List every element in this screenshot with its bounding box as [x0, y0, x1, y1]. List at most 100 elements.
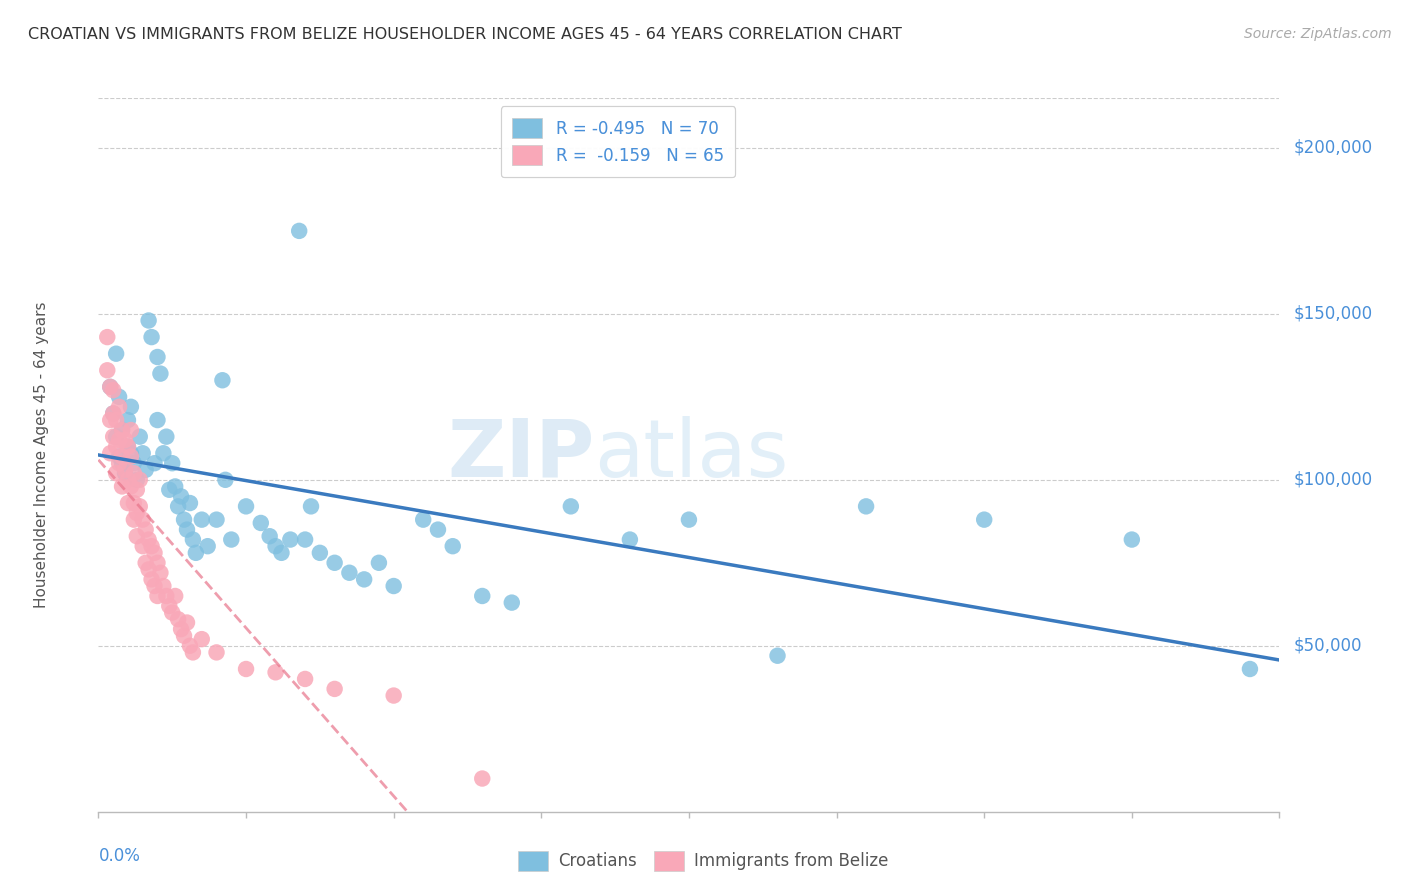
Point	[108, 450, 131, 464]
Point	[176, 523, 198, 537]
Point	[181, 533, 204, 547]
Point	[441, 539, 464, 553]
Point	[197, 539, 219, 553]
Point	[501, 596, 523, 610]
Point	[294, 533, 316, 547]
Point	[138, 562, 160, 576]
Point	[122, 456, 145, 470]
Point	[368, 556, 391, 570]
Point	[143, 546, 166, 560]
Point	[135, 523, 157, 537]
Point	[167, 500, 190, 514]
Point	[111, 423, 134, 437]
Point	[250, 516, 273, 530]
Point	[146, 413, 169, 427]
Point	[278, 533, 302, 547]
Point	[170, 490, 193, 504]
Point	[117, 496, 139, 510]
Point	[855, 500, 877, 514]
Point	[105, 466, 128, 480]
Point	[128, 430, 150, 444]
Point	[619, 533, 641, 547]
Point	[162, 456, 183, 470]
Point	[96, 363, 118, 377]
Point	[471, 772, 494, 786]
Point	[122, 496, 145, 510]
Point	[219, 533, 242, 547]
Point	[1121, 533, 1143, 547]
Point	[471, 589, 494, 603]
Point	[973, 513, 995, 527]
Point	[678, 513, 700, 527]
Point	[98, 380, 121, 394]
Point	[103, 430, 125, 444]
Point	[152, 579, 174, 593]
Point	[264, 539, 287, 553]
Point	[98, 380, 121, 394]
Point	[117, 473, 139, 487]
Point	[146, 556, 169, 570]
Point	[235, 500, 257, 514]
Point	[122, 466, 145, 480]
Point	[108, 433, 131, 447]
Text: $150,000: $150,000	[1294, 305, 1372, 323]
Point	[323, 556, 346, 570]
Point	[114, 463, 136, 477]
Point	[309, 546, 332, 560]
Point	[103, 406, 125, 420]
Point	[235, 662, 257, 676]
Point	[155, 430, 177, 444]
Point	[427, 523, 450, 537]
Point	[205, 645, 228, 659]
Point	[132, 513, 155, 527]
Point	[138, 313, 160, 327]
Point	[117, 413, 139, 427]
Legend: Croatians, Immigrants from Belize: Croatians, Immigrants from Belize	[510, 842, 896, 880]
Text: $200,000: $200,000	[1294, 139, 1372, 157]
Point	[412, 513, 434, 527]
Point	[120, 400, 142, 414]
Point	[122, 513, 145, 527]
Point	[167, 612, 190, 626]
Point	[173, 629, 195, 643]
Point	[149, 566, 172, 580]
Text: $50,000: $50,000	[1294, 637, 1362, 655]
Point	[117, 440, 139, 454]
Point	[382, 579, 405, 593]
Point	[132, 539, 155, 553]
Point	[98, 446, 121, 460]
Point	[105, 413, 128, 427]
Legend: R = -0.495   N = 70, R =  -0.159   N = 65: R = -0.495 N = 70, R = -0.159 N = 65	[501, 106, 735, 178]
Point	[138, 533, 160, 547]
Point	[98, 413, 121, 427]
Point	[111, 423, 134, 437]
Point	[152, 446, 174, 460]
Text: Source: ZipAtlas.com: Source: ZipAtlas.com	[1244, 27, 1392, 41]
Point	[105, 430, 128, 444]
Point	[155, 589, 177, 603]
Point	[128, 500, 150, 514]
Point	[165, 589, 187, 603]
Point	[141, 573, 163, 587]
Point	[288, 224, 311, 238]
Point	[173, 513, 195, 527]
Point	[146, 589, 169, 603]
Point	[157, 483, 180, 497]
Point	[264, 665, 287, 680]
Point	[170, 622, 193, 636]
Point	[108, 456, 131, 470]
Point	[337, 566, 360, 580]
Point	[323, 681, 346, 696]
Point	[294, 672, 316, 686]
Point	[270, 546, 292, 560]
Point	[211, 373, 233, 387]
Point	[205, 513, 228, 527]
Point	[560, 500, 582, 514]
Point	[103, 406, 125, 420]
Point	[135, 463, 157, 477]
Point	[125, 473, 148, 487]
Text: 0.0%: 0.0%	[98, 847, 141, 865]
Point	[143, 456, 166, 470]
Point	[120, 479, 142, 493]
Point	[103, 383, 125, 397]
